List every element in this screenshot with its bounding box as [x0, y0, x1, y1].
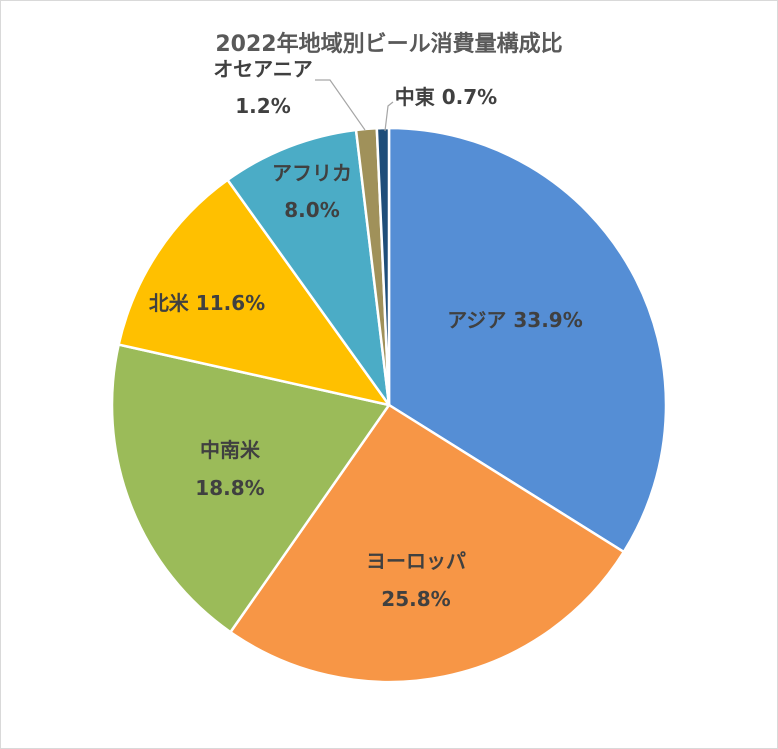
pie-slice-2 [229, 403, 626, 684]
pie-slice-1 [387, 126, 668, 554]
leader-line-6 [315, 79, 366, 131]
pie-slice-3 [110, 343, 391, 634]
data-label-4: 北米 11.6% [149, 291, 265, 315]
data-label-1: アジア 33.9% [447, 308, 583, 332]
chart-title: 2022年地域別ビール消費量構成比 [215, 32, 563, 57]
data-label-2: ヨーロッパ 25.8% [366, 549, 466, 611]
leader-line-7 [384, 101, 394, 132]
data-label-7: 中東 0.7% [395, 85, 497, 109]
data-label-3: 中南米 18.8% [195, 438, 264, 500]
pie-slice-5 [226, 128, 391, 407]
pie-slice-7 [375, 126, 391, 407]
data-label-5: アフリカ 8.0% [272, 161, 352, 222]
pie-slice-4 [117, 178, 391, 407]
data-label-6: オセアニア 1.2% [213, 57, 313, 118]
